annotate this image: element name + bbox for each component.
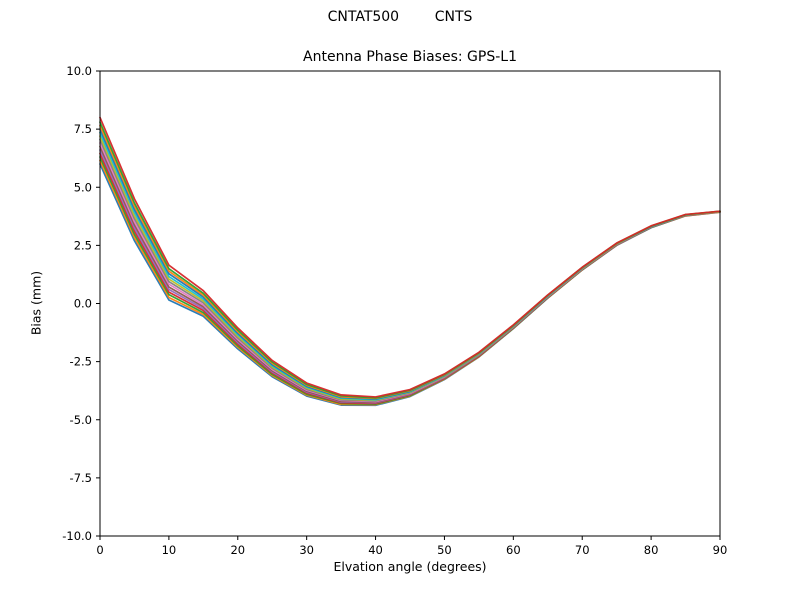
x-tick-label: 20	[230, 543, 245, 557]
series-line-s12	[99, 124, 721, 400]
series-line-s05	[99, 149, 721, 404]
y-tick-label: 0.0	[74, 297, 92, 311]
x-tick-label: 80	[644, 543, 659, 557]
chart-title: Antenna Phase Biases: GPS-L1	[303, 49, 517, 65]
y-tick-label: -7.5	[70, 471, 92, 485]
y-tick-label: -5.0	[70, 413, 92, 427]
x-tick-label: 70	[575, 543, 590, 557]
x-tick-label: 50	[437, 543, 452, 557]
series-line-s11	[99, 128, 721, 400]
series-line-s14	[99, 116, 721, 398]
y-axis-label: Bias (mm)	[28, 270, 44, 336]
series-line-s03	[99, 156, 721, 406]
x-tick-label: 60	[506, 543, 521, 557]
figure-suptitle: CNTAT500 CNTS	[327, 9, 473, 25]
series-line-s07	[99, 142, 721, 403]
series-line-s04	[99, 152, 721, 405]
x-tick-label: 40	[368, 543, 383, 557]
x-tick-label: 10	[162, 543, 177, 557]
x-tick-label: 90	[713, 543, 728, 557]
series-line-s09	[99, 135, 721, 402]
x-axis-label: Elvation angle (degrees)	[333, 559, 487, 574]
series-line-s06	[99, 145, 721, 404]
y-tick-label: -2.5	[70, 355, 92, 369]
series-line-s10	[99, 131, 721, 401]
y-tick-label: 5.0	[74, 180, 92, 194]
y-tick-label: 7.5	[74, 122, 92, 136]
y-tick-label: -10.0	[62, 529, 92, 543]
x-tick-label: 30	[299, 543, 314, 557]
series-line-s08	[99, 138, 721, 402]
x-tick-label: 0	[96, 543, 103, 557]
series-line-s13	[99, 121, 721, 399]
series-line-s01	[99, 163, 721, 407]
y-tick-label: 10.0	[66, 64, 92, 78]
y-tick-label: 2.5	[74, 238, 92, 252]
